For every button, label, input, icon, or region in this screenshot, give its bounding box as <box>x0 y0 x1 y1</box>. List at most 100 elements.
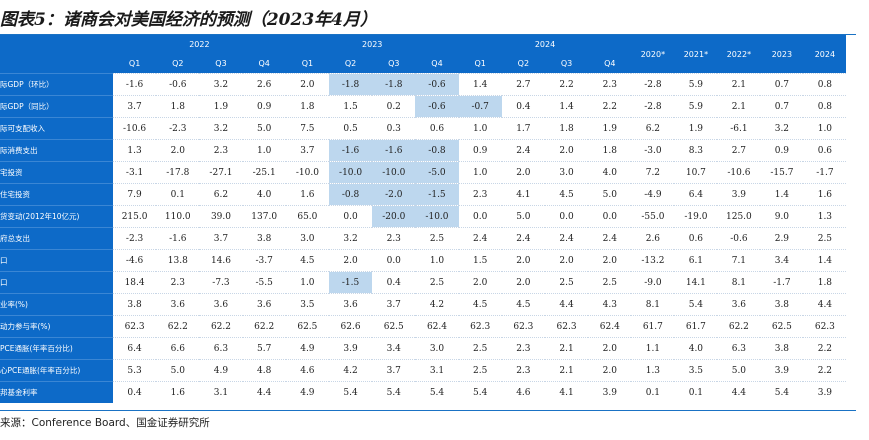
table-cell: 4.6 <box>285 359 329 382</box>
table-cell: -2.8 <box>631 73 675 96</box>
table-cell: 3.0 <box>415 337 459 360</box>
table-cell: 0.4 <box>501 95 545 118</box>
quarter-header: Q1 <box>458 54 502 74</box>
table-cell: 3.2 <box>760 117 804 140</box>
row-label: 住宅投资 <box>0 183 113 206</box>
table-cell: 2.5 <box>544 271 589 294</box>
table-cell: 62.5 <box>372 315 416 338</box>
table-cell: 2.2 <box>544 73 589 96</box>
table-cell: 3.9 <box>717 183 761 206</box>
table-cell: 6.2 <box>631 117 675 140</box>
table-cell: 2.0 <box>458 271 502 294</box>
table-cell: 3.1 <box>199 381 243 403</box>
table-cell: 1.0 <box>415 249 459 272</box>
table-cell: -10.0 <box>328 161 373 184</box>
table-cell: 3.4 <box>760 249 804 272</box>
table-cell: 110.0 <box>156 205 200 228</box>
table-cell: -2.3 <box>156 117 200 140</box>
table-cell: 5.4 <box>760 381 804 403</box>
quarter-header: Q4 <box>415 54 459 74</box>
table-cell: 2.2 <box>588 95 632 118</box>
annual-header: 2022* <box>717 35 761 74</box>
table-cell: 0.1 <box>631 381 675 403</box>
table-cell: 61.7 <box>674 315 718 338</box>
table-cell: 4.0 <box>242 183 286 206</box>
table-cell: 2.2 <box>803 337 847 360</box>
table-cell: -5.5 <box>242 271 286 294</box>
table-cell: 62.3 <box>803 315 847 338</box>
table-cell: 1.8 <box>588 139 632 162</box>
table-cell: -4.9 <box>631 183 675 206</box>
table-cell: 0.6 <box>674 227 718 250</box>
quarter-header: Q3 <box>544 54 589 74</box>
table-cell: -3.0 <box>631 139 675 162</box>
table-cell: 0.0 <box>458 205 502 228</box>
table-cell: 2.4 <box>544 227 589 250</box>
row-label: 际GDP（环比） <box>0 73 113 96</box>
table-cell: -13.2 <box>631 249 675 272</box>
table-cell: 2.6 <box>242 73 286 96</box>
table-cell: -1.7 <box>803 161 847 184</box>
table-cell: 3.6 <box>717 293 761 316</box>
table-cell: -2.8 <box>631 95 675 118</box>
table-cell: 2.9 <box>760 227 804 250</box>
annual-header: 2021* <box>674 35 718 74</box>
table-cell: -2.3 <box>113 227 157 250</box>
table-cell: 4.1 <box>544 381 589 403</box>
table-cell: 2.0 <box>156 139 200 162</box>
table-cell: 3.0 <box>544 161 589 184</box>
table-cell: 2.1 <box>544 337 589 360</box>
table-cell: 1.0 <box>458 161 502 184</box>
table-cell: 1.9 <box>199 95 243 118</box>
table-cell: -25.1 <box>242 161 286 184</box>
table-cell: 62.2 <box>199 315 243 338</box>
table-cell: 4.5 <box>544 183 589 206</box>
table-cell: 62.5 <box>760 315 804 338</box>
table-cell: 3.7 <box>372 293 416 316</box>
table-cell: 0.8 <box>803 95 847 118</box>
table-cell: 3.5 <box>674 359 718 382</box>
table-cell: 1.0 <box>458 117 502 140</box>
table-cell: 3.6 <box>199 293 243 316</box>
table-cell: 62.4 <box>415 315 459 338</box>
table-cell: 5.0 <box>717 359 761 382</box>
table-cell: 125.0 <box>717 205 761 228</box>
table-cell: 6.4 <box>674 183 718 206</box>
table-cell: 3.7 <box>113 95 157 118</box>
table-cell: 1.5 <box>458 249 502 272</box>
quarter-header: Q1 <box>285 54 329 74</box>
table-cell: 65.0 <box>285 205 329 228</box>
table-cell: 3.2 <box>199 73 243 96</box>
forecast-table: 2022 2023 2024 2020* 2021* 2022* 2023 2024 Q1 Q2 Q… <box>0 35 847 403</box>
table-cell: -1.6 <box>372 139 416 162</box>
table-cell: 0.8 <box>803 73 847 96</box>
table-cell: 2.3 <box>588 73 632 96</box>
table-cell: 6.4 <box>113 337 157 360</box>
table-cell: 62.2 <box>156 315 200 338</box>
table-cell: 0.9 <box>458 139 502 162</box>
table-cell: 2.3 <box>501 359 545 382</box>
table-cell: 2.4 <box>588 227 632 250</box>
table-cell: 10.7 <box>674 161 718 184</box>
quarter-header: Q2 <box>328 54 373 74</box>
table-cell: 2.1 <box>717 73 761 96</box>
table-cell: 2.0 <box>544 249 589 272</box>
table-cell: 2.4 <box>501 227 545 250</box>
table-cell: -10.0 <box>415 205 459 228</box>
table-row: 际GDP（环比） -1.6 -0.6 3.2 2.6 2.0 -1.8 -1.8 -0.6 1.4… <box>0 73 847 96</box>
table-cell: 2.0 <box>544 139 589 162</box>
table-row: 动力参与率(%) 62.3 62.2 62.2 62.2 62.5 62.6 62.5 62.4… <box>0 315 847 338</box>
annual-header: 2024 <box>803 35 847 74</box>
table-cell: 3.7 <box>199 227 243 250</box>
table-row: 货变动(2012年10亿元) 215.0 110.0 39.0 137.0 65.0 0.0… <box>0 205 847 228</box>
table-cell: -2.0 <box>372 183 416 206</box>
table-cell: 4.4 <box>242 381 286 403</box>
table-cell: 0.7 <box>760 73 804 96</box>
table-cell: 1.1 <box>631 337 675 360</box>
table-cell: 61.7 <box>631 315 675 338</box>
top-rule <box>0 34 856 35</box>
table-cell: 2.6 <box>631 227 675 250</box>
table-cell: 3.2 <box>199 117 243 140</box>
table-cell: 3.8 <box>242 227 286 250</box>
table-cell: 1.9 <box>588 117 632 140</box>
